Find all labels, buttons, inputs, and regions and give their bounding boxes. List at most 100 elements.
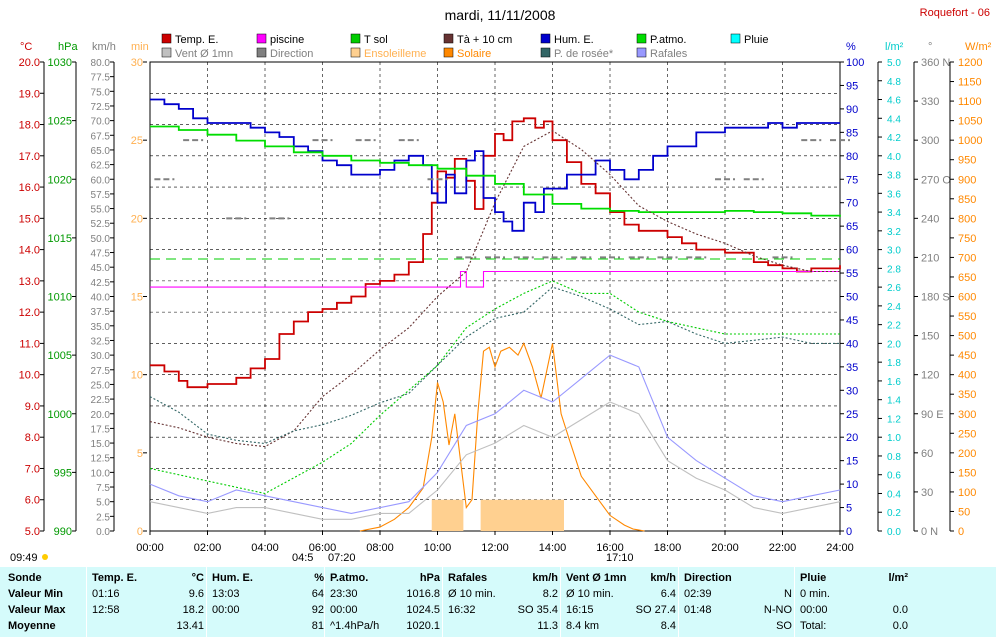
cell-value: 1020.1 bbox=[406, 620, 440, 632]
column-unit: hPa bbox=[419, 572, 440, 584]
column-separator bbox=[86, 567, 87, 637]
column-separator bbox=[324, 567, 325, 637]
series-rafales bbox=[149, 354, 841, 514]
tick-label-rain_lm2: 3.4 bbox=[887, 208, 901, 219]
tick-label-humidity_pct: 20 bbox=[846, 432, 858, 444]
tick-label-direction_deg: 300 bbox=[921, 135, 939, 147]
cell-label: 8.4 km bbox=[566, 620, 600, 632]
cell-label: ^1.4hPa/h bbox=[330, 620, 380, 632]
tick-label-pressure_hpa: 995 bbox=[54, 467, 72, 479]
series-t-10-cm bbox=[149, 130, 840, 448]
time-tick-label: 10:00 bbox=[424, 542, 452, 554]
right-axes: 1009590858075706560555045403530252015105… bbox=[840, 57, 982, 538]
tick-label-temp_c: 10.0 bbox=[19, 370, 40, 382]
cell-value: 0.0 bbox=[892, 604, 908, 616]
time-tick-label: 18:00 bbox=[654, 542, 682, 554]
cell-label: 12:58 bbox=[92, 604, 120, 616]
tick-label-rain_lm2: 4.2 bbox=[887, 133, 901, 144]
column-separator bbox=[206, 567, 207, 637]
tick-label-wind_kmh: 70.0 bbox=[91, 117, 111, 128]
tick-label-wind_kmh: 55.0 bbox=[91, 205, 111, 216]
tick-label-temp_c: 17.0 bbox=[19, 151, 40, 163]
tick-label-humidity_pct: 25 bbox=[846, 409, 858, 421]
cell-label: Total: bbox=[800, 620, 827, 632]
tick-label-rain_lm2: 1.8 bbox=[887, 358, 901, 369]
tick-label-pressure_hpa: 1020 bbox=[48, 174, 72, 186]
station-name: Roquefort - 06 bbox=[920, 7, 990, 19]
time-tick-label: 04:00 bbox=[251, 542, 279, 554]
tick-label-rain_lm2: 2.4 bbox=[887, 302, 901, 313]
tick-label-wind_kmh: 60.0 bbox=[91, 175, 111, 186]
tick-label-temp_c: 8.0 bbox=[25, 432, 40, 444]
legend-label: piscine bbox=[270, 34, 304, 46]
tick-label-humidity_pct: 15 bbox=[846, 456, 858, 468]
row-label: Sonde bbox=[8, 572, 42, 584]
column-unit: km/h bbox=[650, 572, 676, 584]
column-title: Hum. E. bbox=[212, 572, 253, 584]
tick-label-wind_kmh: 27.5 bbox=[91, 366, 111, 377]
tick-label-humidity_pct: 80 bbox=[846, 151, 858, 163]
tick-label-wind_kmh: 20.0 bbox=[91, 410, 111, 421]
tick-label-wind_kmh: 47.5 bbox=[91, 249, 111, 260]
legend-swatch bbox=[730, 33, 741, 44]
cell-label: 02:39 bbox=[684, 588, 712, 600]
tick-label-solar_wm2: 200 bbox=[958, 448, 976, 460]
tick-label-solar_wm2: 50 bbox=[958, 506, 970, 518]
tick-label-rain_lm2: 4.4 bbox=[887, 114, 901, 125]
tick-label-wind_kmh: 0.0 bbox=[96, 527, 110, 538]
tick-label-solar_wm2: 1000 bbox=[958, 135, 982, 147]
tick-label-direction_deg: 360 N bbox=[921, 57, 950, 69]
tick-label-temp_c: 16.0 bbox=[19, 182, 40, 194]
tick-label-sun_min: 15 bbox=[131, 292, 143, 304]
cell-value: 92 bbox=[311, 604, 324, 616]
tick-label-solar_wm2: 400 bbox=[958, 370, 976, 382]
legend-label: Pluie bbox=[744, 34, 768, 46]
legend-swatch bbox=[540, 47, 551, 58]
cell-label: 0 min. bbox=[800, 588, 830, 600]
time-tick-label: 06:00 bbox=[309, 542, 337, 554]
column-separator bbox=[442, 567, 443, 637]
tick-label-rain_lm2: 4.8 bbox=[887, 77, 901, 88]
tick-label-humidity_pct: 5 bbox=[846, 503, 852, 515]
tick-label-solar_wm2: 250 bbox=[958, 428, 976, 440]
tick-label-wind_kmh: 65.0 bbox=[91, 146, 111, 157]
tick-label-rain_lm2: 1.4 bbox=[887, 396, 901, 407]
tick-label-solar_wm2: 0 bbox=[958, 526, 964, 538]
tick-label-sun_min: 20 bbox=[131, 213, 143, 225]
cell-value: 81 bbox=[311, 620, 324, 632]
row-label: Valeur Max bbox=[8, 604, 66, 616]
column-separator bbox=[794, 567, 795, 637]
tick-label-humidity_pct: 0 bbox=[846, 526, 852, 538]
legend-label: Solaire bbox=[457, 48, 491, 60]
tick-label-rain_lm2: 0.6 bbox=[887, 471, 901, 482]
column-title: Rafales bbox=[448, 572, 488, 584]
tick-label-rain_lm2: 4.6 bbox=[887, 96, 901, 107]
tick-label-rain_lm2: 1.0 bbox=[887, 433, 901, 444]
sunrise-time: 09:49 bbox=[10, 552, 38, 564]
time-tick-label: 20:00 bbox=[711, 542, 739, 554]
tick-label-rain_lm2: 2.8 bbox=[887, 264, 901, 275]
row-label: Valeur Min bbox=[8, 588, 64, 600]
time-tick-label: 02:00 bbox=[194, 542, 222, 554]
tick-label-direction_deg: 270 O bbox=[921, 174, 951, 186]
tick-label-wind_kmh: 10.0 bbox=[91, 468, 111, 479]
cell-label: Ø 10 min. bbox=[448, 588, 496, 600]
column-unit: km/h bbox=[532, 572, 558, 584]
tick-label-wind_kmh: 50.0 bbox=[91, 234, 111, 245]
tick-label-humidity_pct: 10 bbox=[846, 479, 858, 491]
tick-label-solar_wm2: 300 bbox=[958, 409, 976, 421]
chart-title: mardi, 11/11/2008 bbox=[445, 7, 556, 23]
series-vent-1mn bbox=[149, 401, 841, 520]
tick-label-solar_wm2: 550 bbox=[958, 311, 976, 323]
tick-label-wind_kmh: 17.5 bbox=[91, 424, 111, 435]
tick-label-humidity_pct: 85 bbox=[846, 127, 858, 139]
cell-value: 1016.8 bbox=[406, 588, 440, 600]
tick-label-solar_wm2: 750 bbox=[958, 233, 976, 245]
tick-label-direction_deg: 150 bbox=[921, 331, 939, 343]
tick-label-wind_kmh: 5.0 bbox=[96, 498, 110, 509]
tick-label-humidity_pct: 75 bbox=[846, 174, 858, 186]
tick-label-wind_kmh: 2.5 bbox=[96, 512, 110, 523]
time-tick-label: 00:00 bbox=[136, 542, 164, 554]
row-label: Moyenne bbox=[8, 620, 56, 632]
cell-value: N-NO bbox=[763, 604, 792, 616]
